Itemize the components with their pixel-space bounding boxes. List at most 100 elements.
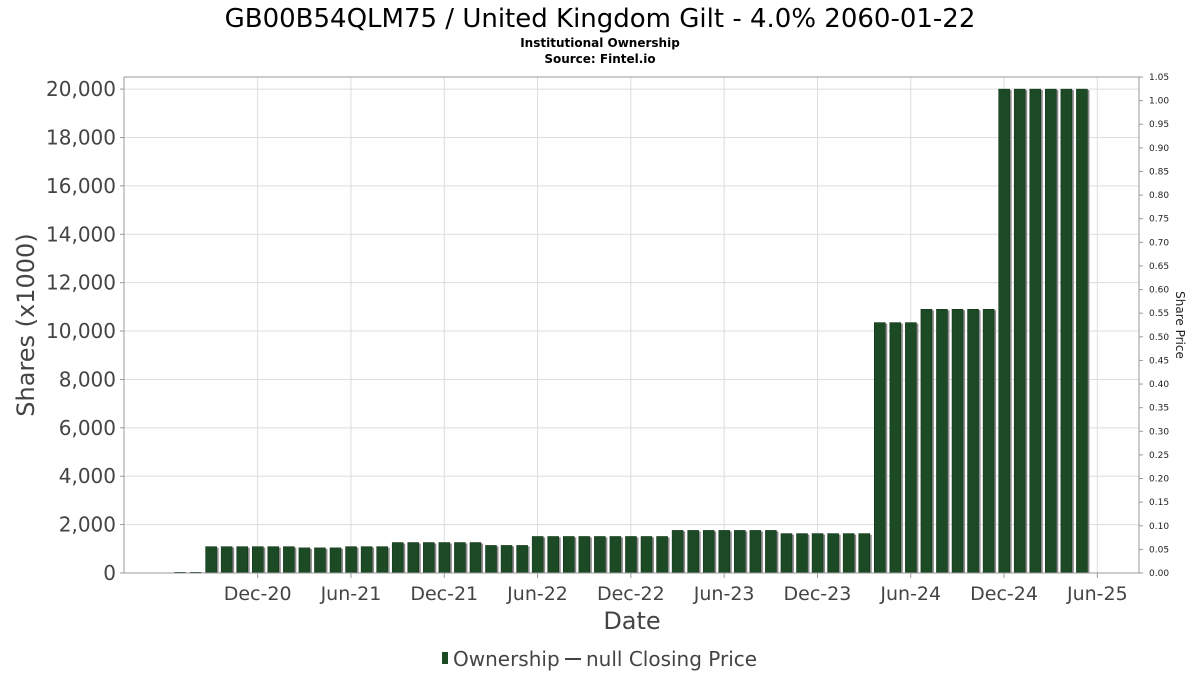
right-tick-label: 0.45 — [1149, 356, 1169, 366]
legend: Ownership null Closing Price — [442, 647, 757, 671]
x-tick-label: Dec-22 — [597, 583, 665, 605]
ownership-bar — [578, 536, 591, 574]
plot-area-frame — [123, 76, 1140, 574]
ownership-bar — [765, 530, 777, 574]
x-tick-label: Dec-20 — [224, 583, 292, 605]
ownership-bar — [656, 536, 668, 574]
ownership-bar — [998, 88, 1010, 574]
right-tick-label: 0.30 — [1149, 427, 1169, 437]
ownership-bar — [858, 533, 870, 574]
y-tick-label: 10,000 — [46, 319, 116, 343]
right-tick-label: 1.05 — [1149, 73, 1169, 83]
ownership-bar — [811, 533, 824, 574]
ownership-bar — [360, 546, 373, 574]
bars — [174, 88, 1090, 574]
ownership-bar — [423, 542, 435, 574]
ownership-bar — [1013, 88, 1026, 574]
x-tick-label: Dec-24 — [970, 583, 1038, 605]
ownership-bar — [1076, 88, 1088, 574]
ownership-bar — [842, 533, 855, 574]
ownership-bar — [438, 542, 451, 574]
x-tick-label: Dec-21 — [410, 583, 478, 605]
ownership-bar — [516, 545, 528, 574]
x-axis-ticks: Dec-20 Jun-21 Dec-21 Jun-22 Dec-22 Jun-23 Dec-… — [224, 573, 1128, 605]
ownership-bar — [391, 542, 404, 574]
ownership-bar — [687, 530, 699, 574]
x-tick-label: Jun-24 — [879, 583, 941, 605]
ownership-bar — [563, 536, 575, 574]
ownership-bar — [205, 546, 217, 574]
ownership-bar — [951, 309, 964, 574]
chart-subtitle-2: Source: Fintel.io — [544, 52, 655, 66]
ownership-bar — [283, 546, 295, 574]
ownership-bar — [625, 536, 637, 574]
grid-lines — [124, 77, 1139, 574]
right-tick-label: 0.00 — [1149, 569, 1169, 579]
ownership-bar — [500, 545, 513, 574]
right-tick-label: 0.25 — [1149, 451, 1169, 461]
ownership-bar — [220, 546, 233, 574]
ownership-bar — [298, 547, 311, 574]
y-tick-label: 16,000 — [46, 174, 116, 198]
ownership-bar — [609, 536, 622, 574]
y-tick-label: 2,000 — [59, 513, 116, 537]
legend-price-label: null Closing Price — [586, 647, 757, 671]
right-tick-label: 1.00 — [1149, 97, 1169, 107]
ownership-bar — [749, 530, 762, 574]
ownership-bar — [734, 530, 746, 574]
ownership-bar — [796, 533, 808, 574]
right-tick-label: 0.65 — [1149, 262, 1169, 272]
ownership-bar — [982, 309, 995, 574]
x-tick-label: Jun-23 — [693, 583, 755, 605]
ownership-bar — [547, 536, 559, 574]
ownership-bar — [594, 536, 606, 574]
ownership-bar — [936, 309, 948, 574]
x-tick-label: Jun-22 — [506, 583, 568, 605]
ownership-bar — [889, 322, 902, 574]
y-tick-label: 14,000 — [46, 222, 116, 246]
ownership-bar — [531, 536, 544, 574]
y-tick-label: 12,000 — [46, 271, 116, 295]
ownership-bar — [702, 530, 715, 574]
right-tick-label: 0.40 — [1149, 380, 1169, 390]
right-tick-label: 0.20 — [1149, 475, 1169, 485]
ownership-bar — [920, 309, 933, 574]
ownership-bar — [485, 545, 497, 574]
ownership-bar — [827, 533, 839, 574]
x-tick-label: Jun-25 — [1066, 583, 1128, 605]
ownership-bar — [469, 542, 482, 574]
legend-ownership-swatch — [442, 652, 448, 664]
ownership-bar — [314, 547, 326, 574]
ownership-bar — [267, 546, 280, 574]
ownership-bar — [1060, 88, 1073, 574]
y-axis-label: Shares (x1000) — [12, 233, 40, 416]
ownership-bar — [718, 530, 730, 574]
x-axis-label: Date — [603, 607, 660, 635]
right-axis-label: Share Price — [1173, 291, 1187, 359]
right-tick-label: 0.90 — [1149, 144, 1169, 154]
ownership-bar — [329, 547, 342, 574]
right-tick-label: 0.60 — [1149, 286, 1169, 296]
y-tick-label: 0 — [103, 561, 116, 585]
right-tick-label: 0.95 — [1149, 120, 1169, 130]
ownership-bar — [376, 546, 388, 574]
ownership-bar — [252, 546, 264, 574]
ownership-bar — [780, 533, 793, 574]
right-axis-ticks: 0.00 0.05 0.10 0.15 0.20 0.25 0.30 0.35 0.40 0.45… — [1139, 73, 1169, 579]
ownership-bar — [640, 536, 653, 574]
ownership-bar — [874, 322, 886, 574]
chart-subtitle-1: Institutional Ownership — [520, 36, 680, 50]
ownership-bar — [345, 546, 357, 574]
x-tick-label: Dec-23 — [784, 583, 852, 605]
right-tick-label: 0.70 — [1149, 238, 1169, 248]
x-tick-label: Jun-21 — [320, 583, 382, 605]
ownership-bar — [236, 546, 248, 574]
right-tick-label: 0.50 — [1149, 333, 1169, 343]
right-tick-label: 0.80 — [1149, 191, 1169, 201]
y-tick-label: 4,000 — [59, 464, 116, 488]
y-axis-ticks: 0 2,000 4,000 6,000 8,000 10,000 12,000 14,000 1… — [46, 77, 124, 585]
right-tick-label: 0.10 — [1149, 522, 1169, 532]
y-tick-label: 8,000 — [59, 367, 116, 391]
right-tick-label: 0.55 — [1149, 309, 1169, 319]
